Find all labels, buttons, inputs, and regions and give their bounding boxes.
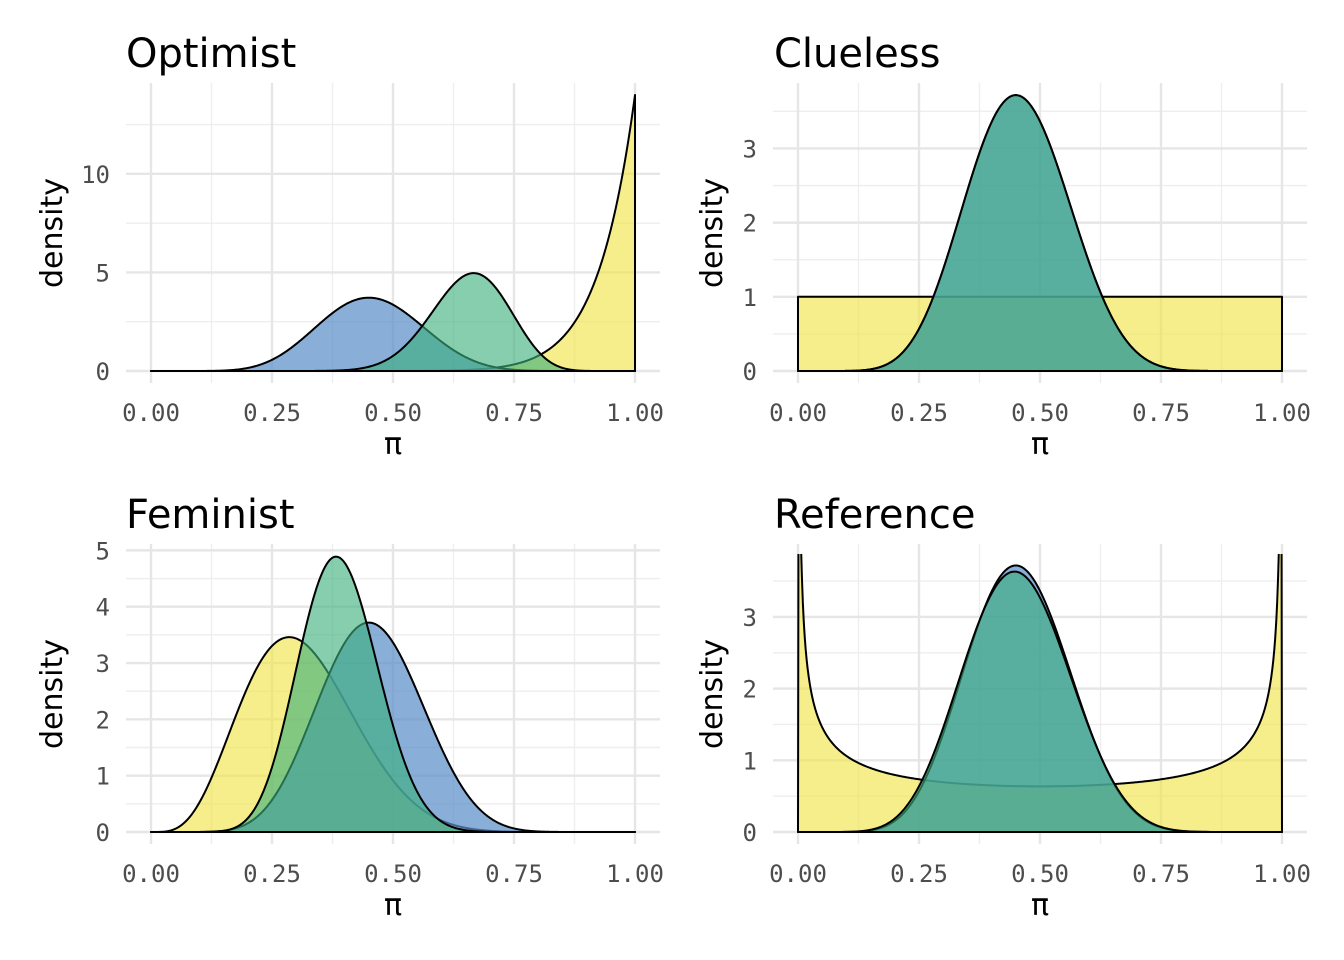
- x-tick-label: 0.50: [1011, 399, 1069, 427]
- y-tick-label: 3: [96, 650, 110, 678]
- panel-feminist: 0 1 2 3 4 5 0.00 0.25 0.50 0.75 1.00 π density Femini…: [35, 492, 664, 923]
- y-tick-label: 2: [743, 210, 757, 238]
- y-tick-label: 2: [743, 676, 757, 704]
- y-tick-label: 0: [96, 358, 110, 386]
- x-tick-label: 1.00: [1253, 399, 1311, 427]
- x-tick-label: 0.50: [364, 860, 422, 888]
- y-tick-label: 1: [743, 747, 757, 775]
- x-tick-label: 1.00: [1253, 860, 1311, 888]
- x-tick-label: 0.25: [243, 399, 301, 427]
- x-axis-title: π: [1031, 888, 1049, 923]
- x-axis-title: π: [1031, 427, 1049, 462]
- panel-title: Feminist: [126, 492, 295, 538]
- x-tick-label: 0.75: [1132, 399, 1190, 427]
- x-tick-label: 0.25: [243, 860, 301, 888]
- y-tick-label: 4: [96, 594, 110, 622]
- y-axis-title: density: [35, 178, 70, 288]
- x-axis-title: π: [384, 427, 402, 462]
- panel-title: Clueless: [774, 31, 940, 77]
- y-tick-label: 0: [743, 819, 757, 847]
- y-tick-label: 1: [96, 763, 110, 791]
- y-tick-label: 5: [96, 259, 110, 287]
- y-tick-label: 10: [81, 161, 110, 189]
- panel-clueless: 0 1 2 3 0.00 0.25 0.50 0.75 1.00 π density Clueless: [695, 31, 1311, 462]
- x-tick-label: 0.25: [890, 860, 948, 888]
- x-tick-label: 0.00: [122, 399, 180, 427]
- y-tick-label: 3: [743, 604, 757, 632]
- x-tick-label: 0.75: [1132, 860, 1190, 888]
- y-axis-title: density: [35, 639, 70, 749]
- x-tick-label: 0.00: [769, 399, 827, 427]
- y-tick-label: 5: [96, 537, 110, 565]
- y-axis-title: density: [695, 178, 730, 288]
- x-tick-label: 0.00: [769, 860, 827, 888]
- x-tick-label: 0.00: [122, 860, 180, 888]
- x-tick-label: 0.75: [485, 860, 543, 888]
- y-axis-title: density: [695, 639, 730, 749]
- x-tick-label: 0.50: [1011, 860, 1069, 888]
- y-tick-label: 2: [96, 706, 110, 734]
- x-tick-label: 0.50: [364, 399, 422, 427]
- panel-title: Optimist: [126, 31, 296, 77]
- x-tick-label: 1.00: [606, 399, 664, 427]
- panel-title: Reference: [774, 492, 975, 538]
- x-tick-label: 0.25: [890, 399, 948, 427]
- x-tick-label: 0.75: [485, 399, 543, 427]
- x-tick-label: 1.00: [606, 860, 664, 888]
- y-tick-label: 0: [96, 819, 110, 847]
- y-tick-label: 1: [743, 284, 757, 312]
- y-tick-label: 0: [743, 358, 757, 386]
- x-axis-title: π: [384, 888, 402, 923]
- y-tick-label: 3: [743, 135, 757, 163]
- panel-reference: 0 1 2 3 0.00 0.25 0.50 0.75 1.00 π density Referenc…: [695, 492, 1311, 923]
- panel-optimist: 0 5 10 0.00 0.25 0.50 0.75 1.00 π density Optimist: [35, 31, 664, 462]
